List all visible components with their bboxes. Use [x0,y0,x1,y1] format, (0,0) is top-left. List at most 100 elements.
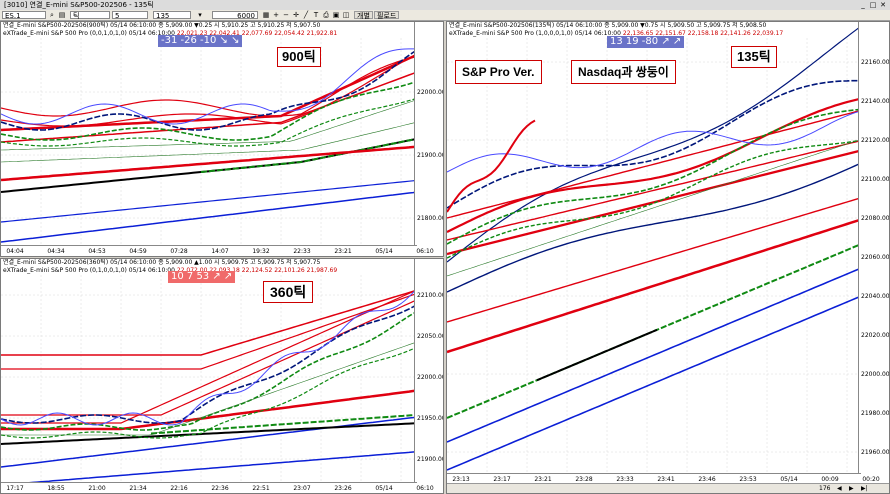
tick-label-note: 360틱 [263,281,314,303]
x-tick-label: 06:10 [416,248,434,255]
x-tick-label: 06:10 [416,485,434,492]
lower-band-line [1,450,418,486]
midline-green [200,137,418,173]
settings-icon[interactable]: ▤ [58,11,66,19]
layout-icon[interactable]: ◫ [342,11,350,19]
lower-band-line [1,191,418,243]
zoom-in-icon[interactable]: + [273,11,279,19]
trend-indicator: 10 7 53 ↗ ↗ [168,271,236,283]
band-line [1,346,418,439]
scroll-left-icon[interactable]: ◀ [837,485,842,492]
tick-label-note: 135틱 [731,46,777,68]
grid-icon[interactable]: ▦ [262,11,270,19]
minimize-button[interactable]: _ [861,1,865,9]
band-line [1,310,418,431]
band-line [1,289,418,356]
y-tick-label: 21900.00 [417,456,444,463]
save-icon[interactable]: ▣ [332,11,340,19]
print-icon[interactable]: ⎙ [323,11,329,19]
chart-pane-360tick[interactable]: 연결_E-mini S&P500-202506(360틱) 05/14 06:1… [0,258,444,494]
y-tick-label: 22160.00 [861,59,890,66]
x-tick-label: 05/14 [375,485,393,492]
y-axis: 22160.00 22140.00 22120.00 22100.00 22080.00… [858,22,889,493]
window-title: [3010] 연결_E-mini S&P500-202506 - 135틱 [4,1,154,9]
x-tick-label: 23:21 [334,248,352,255]
count-input[interactable]: 6000 [212,11,258,20]
chart-plot-135tick [447,27,861,485]
zoom-out-icon[interactable]: − [283,11,289,19]
band-line [1,341,418,436]
band-line [447,139,860,259]
period-type-select[interactable]: 틱 [70,11,110,20]
interval-select[interactable]: 5 [112,11,148,20]
y-tick-label: 21960.00 [861,449,890,456]
y-tick-label: 22000.00 [417,374,444,381]
y-tick-label: 22000.00 [417,89,444,96]
band-line [1,292,418,370]
lower-band-line [447,296,860,471]
upper-line [447,163,860,293]
x-tick-label: 19:32 [252,248,270,255]
x-tick-label: 23:17 [493,476,511,483]
trend-indicator: 13 19 -80 ↗ ↗ [607,36,685,48]
band-line [447,108,860,245]
chart-pane-135tick[interactable]: 연결_E-mini S&P500-202506(135틱) 05/14 06:1… [446,21,890,494]
text-tool-icon[interactable]: T [313,11,319,19]
individual-button[interactable]: 개별 [354,11,373,20]
scroll-right-icon[interactable]: ▶ [849,485,854,492]
pane-header-line1: 연결_E-mini S&P500-202506(360틱) 05/14 06:1… [3,259,321,266]
pane-header: 연결_E-mini S&P500-202506(135틱) 05/14 06:1… [447,22,889,38]
y-axis: 22000.00 21900.00 21800.00 [414,22,443,256]
y-tick-label: 22080.00 [861,215,890,222]
x-tick-label: 14:07 [211,248,229,255]
line-tool-icon[interactable]: ╱ [303,11,309,19]
pane-header: 연결_E-mini S&P500-202506(360틱) 05/14 06:1… [1,259,443,275]
midline [447,244,860,419]
x-tick-label: 22:36 [211,485,229,492]
x-tick-label: 05/14 [780,476,798,483]
y-tick-label: 22100.00 [417,292,444,299]
lower-band-line [1,416,418,468]
maximize-button[interactable]: □ [869,1,877,9]
x-tick-label: 04:34 [47,248,65,255]
y-tick-label: 22050.00 [417,333,444,340]
x-tick-label: 23:07 [293,485,311,492]
pane-header-line1: 연결_E-mini S&P500-202506(900틱) 05/14 06:1… [3,22,321,29]
y-tick-label: 22000.00 [861,371,890,378]
y-tick-label: 22140.00 [861,98,890,105]
band-line [1,80,418,141]
midline [1,137,418,193]
tick-value-input[interactable]: 135 [153,11,191,20]
y-tick-label: 22060.00 [861,254,890,261]
chart-plot-900tick [1,38,418,248]
price-line [1,288,418,426]
band-line [1,389,418,431]
pane-header-line2: eXTrade_E-mini S&P 500 Pro (1,0,0,0,1,0)… [449,30,784,37]
chevron-down-icon[interactable]: ▾ [198,11,202,19]
bar-count: 176 [819,485,831,492]
pane-header-line2: eXTrade_E-mini S&P 500 Pro (0,0,1,0,1,0)… [3,30,338,37]
symbol-input[interactable]: ES.1 [2,11,46,20]
toolbar: ES.1 ⌕ ▤ 틱 5 135 ▾ 6000 ▦ + − ✛ ╱ T ⎙ ▣ … [0,10,890,21]
y-tick-label: 21900.00 [417,152,444,159]
version-note: S&P Pro Ver. [455,60,542,84]
scroll-bar[interactable]: 176 ◀ ▶ ▶| [447,483,889,493]
tick-label-note: 900틱 [277,47,321,67]
scroll-end-icon[interactable]: ▶| [861,485,868,492]
x-tick-label: 17:17 [6,485,24,492]
fill-load-button[interactable]: 필로드 [374,11,400,20]
x-tick-label: 23:13 [452,476,470,483]
x-tick-label: 23:28 [575,476,593,483]
band-line [1,145,418,182]
x-tick-label: 23:46 [698,476,716,483]
crosshair-icon[interactable]: ✛ [293,11,299,19]
chart-pane-900tick[interactable]: 연결_E-mini S&P500-202506(900틱) 05/14 06:1… [0,21,444,257]
close-button[interactable]: ✕ [880,1,886,9]
x-tick-label: 21:00 [88,485,106,492]
search-icon[interactable]: ⌕ [50,11,54,19]
x-tick-label: 04:04 [6,248,24,255]
x-tick-label: 23:53 [739,476,757,483]
x-tick-label: 23:21 [534,476,552,483]
x-tick-label: 04:59 [129,248,147,255]
